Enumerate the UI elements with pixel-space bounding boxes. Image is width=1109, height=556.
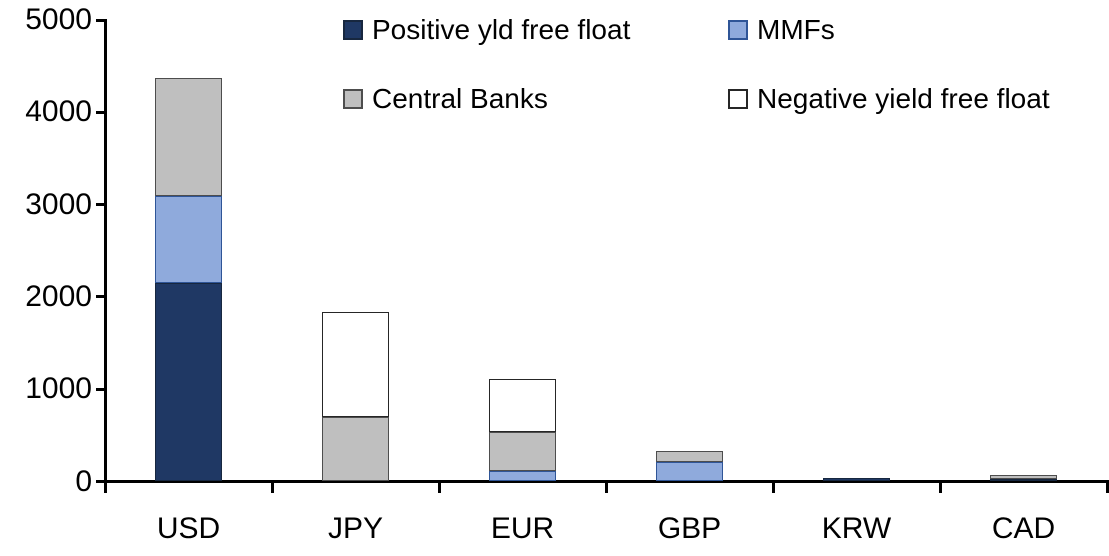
y-tick-label: 5000 bbox=[25, 3, 92, 36]
y-tick-label: 3000 bbox=[25, 187, 92, 221]
legend-item-negative-yield-free-float: Negative yield free float bbox=[728, 83, 1050, 114]
legend-label-positive-yld: Positive yld free float bbox=[372, 14, 631, 45]
x-axis-label-krw: KRW bbox=[821, 512, 892, 545]
bar-segment-krw-positive-yld-free-float bbox=[823, 477, 890, 482]
y-tick-label: 4000 bbox=[25, 95, 92, 129]
bar-segment-jpy-central-banks bbox=[322, 416, 389, 482]
y-tick-label: 1000 bbox=[25, 372, 92, 406]
x-axis-tick bbox=[437, 481, 441, 493]
x-axis-label-cad: CAD bbox=[991, 512, 1056, 545]
legend-swatch-mmfs-icon bbox=[728, 20, 748, 40]
y-tick-label: 2000 bbox=[25, 279, 92, 313]
bar-segment-jpy-negative-yield-free-float bbox=[322, 311, 389, 417]
bar-segment-cad-central-banks bbox=[990, 475, 1057, 479]
legend-item-central-banks: Central Banks bbox=[343, 83, 548, 114]
y-axis-tick bbox=[96, 18, 105, 22]
legend-swatch-negative-yield-icon bbox=[728, 89, 748, 109]
bar-segment-eur-mmfs bbox=[489, 471, 556, 482]
legend-item-positive-yld-free-float: Positive yld free float bbox=[343, 14, 631, 45]
bar-segment-gbp-central-banks bbox=[656, 451, 723, 463]
bar-segment-gbp-mmfs bbox=[656, 462, 723, 482]
legend-label-negative-yield: Negative yield free float bbox=[757, 83, 1050, 114]
y-tick-label: 0 bbox=[75, 464, 92, 498]
bar-segment-eur-central-banks bbox=[489, 431, 556, 472]
legend-item-mmfs: MMFs bbox=[728, 14, 835, 45]
y-axis-tick bbox=[96, 110, 105, 114]
x-axis-tick bbox=[604, 481, 608, 493]
x-axis-tick bbox=[771, 481, 775, 493]
y-axis-line bbox=[104, 19, 107, 484]
bar-segment-usd-positive-yld-free-float bbox=[155, 283, 222, 482]
y-axis-tick bbox=[96, 387, 105, 391]
x-axis-tick bbox=[1105, 481, 1109, 493]
legend-label-mmfs: MMFs bbox=[757, 14, 835, 45]
y-axis-tick bbox=[96, 480, 105, 483]
x-axis-label-gbp: GBP bbox=[657, 512, 722, 545]
legend-swatch-central-banks-icon bbox=[343, 89, 363, 109]
legend-label-central-banks: Central Banks bbox=[372, 83, 548, 114]
y-axis-tick bbox=[96, 203, 105, 207]
bar-segment-usd-central-banks bbox=[155, 78, 222, 197]
bar-segment-eur-negative-yield-free-float bbox=[489, 379, 556, 432]
x-axis-label-usd: USD bbox=[156, 512, 221, 545]
x-axis-label-jpy: JPY bbox=[327, 512, 384, 545]
x-axis-tick bbox=[938, 481, 942, 493]
x-axis-label-eur: EUR bbox=[490, 512, 555, 545]
bar-segment-usd-mmfs bbox=[155, 196, 222, 284]
x-axis-tick bbox=[103, 481, 107, 493]
x-axis-tick bbox=[270, 481, 274, 493]
y-axis-tick bbox=[96, 295, 105, 299]
bar-segment-cad-positive-yld-free-float bbox=[990, 478, 1057, 482]
legend-swatch-positive-yld-icon bbox=[343, 20, 363, 40]
